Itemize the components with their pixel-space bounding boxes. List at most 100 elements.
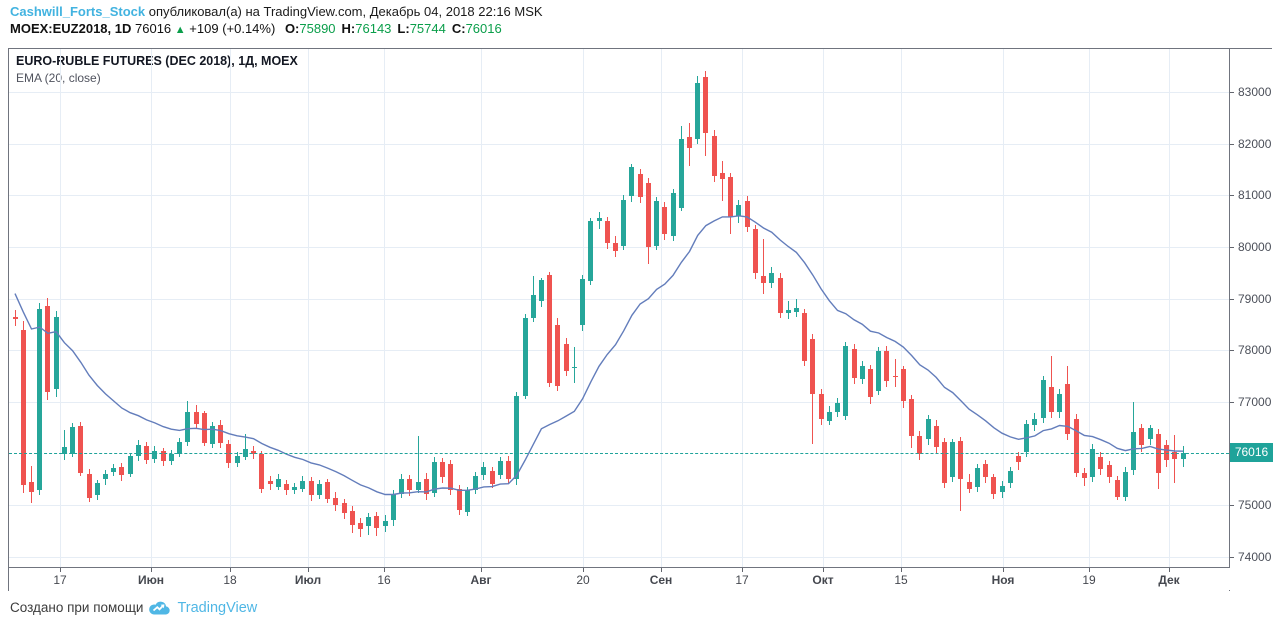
candle — [292, 487, 298, 490]
candle — [522, 318, 528, 396]
candle — [1122, 471, 1128, 498]
candle — [530, 294, 536, 319]
candle — [366, 516, 372, 526]
candle — [950, 442, 956, 478]
candle — [94, 483, 100, 495]
x-axis-label: Ноя — [991, 573, 1015, 587]
candle — [884, 350, 890, 381]
candle — [966, 482, 972, 489]
candle — [933, 425, 939, 448]
x-axis-tick — [1089, 568, 1090, 572]
candle — [127, 456, 133, 475]
candle — [777, 277, 783, 313]
price-label-badge: 76016 — [1230, 443, 1273, 463]
price-line — [9, 452, 1229, 454]
candle-wick — [721, 161, 723, 201]
candle — [876, 350, 882, 391]
candle — [119, 466, 125, 476]
candle — [1131, 432, 1137, 471]
candle — [785, 309, 791, 313]
gridline-h — [9, 92, 1229, 93]
indicator-label: EMA (20, close) — [16, 71, 101, 85]
tradingview-logo-icon — [148, 599, 172, 616]
candle — [621, 199, 627, 246]
x-axis-tick — [901, 568, 902, 572]
candle — [637, 174, 643, 198]
candle — [20, 329, 26, 485]
candle — [415, 482, 421, 490]
candle — [654, 201, 660, 246]
y-axis-tick — [1230, 298, 1234, 300]
gridline-h — [9, 557, 1229, 558]
candle — [752, 229, 758, 273]
x-axis-label: 16 — [377, 573, 391, 587]
candle — [514, 395, 520, 480]
tradingview-link[interactable]: TradingView — [177, 599, 258, 616]
ohlc-label: C: — [451, 21, 466, 36]
x-axis-tick — [230, 568, 231, 572]
candle — [983, 464, 989, 478]
y-axis-tick — [1230, 143, 1234, 145]
ohlc-values: O:75890 H:76143 L:75744 C:76016 — [279, 21, 502, 36]
candle — [168, 453, 174, 462]
candle — [275, 479, 281, 487]
chart-widget: EURO-RUBLE FUTURES (DEC 2018), 1Д, MOEX … — [8, 48, 1273, 592]
candle — [538, 279, 544, 301]
x-axis-label: Авг — [470, 573, 492, 587]
author-link[interactable]: Cashwill_Forts_Stock — [10, 4, 146, 19]
x-axis-label: 17 — [53, 573, 67, 587]
created-with-text: Создано при помощи — [10, 600, 144, 615]
up-arrow-icon: ▲ — [174, 24, 186, 36]
candle — [596, 218, 602, 222]
candle — [769, 272, 775, 283]
y-axis-tick — [1230, 505, 1234, 507]
candle — [604, 221, 610, 243]
candle — [818, 394, 824, 420]
y-axis-label: 82000 — [1238, 136, 1272, 151]
last-price: 76016 — [135, 21, 172, 36]
candle — [761, 275, 766, 283]
candle — [489, 470, 495, 484]
candle — [29, 482, 34, 493]
candle — [942, 442, 947, 483]
gridline-v — [1169, 49, 1170, 567]
gridline-h — [9, 247, 1229, 248]
candle — [613, 242, 618, 252]
y-axis-label: 81000 — [1238, 188, 1272, 203]
candle — [1032, 418, 1038, 426]
candle — [645, 183, 651, 248]
candle-wick — [763, 239, 764, 294]
ohlc-label: H: — [341, 21, 356, 36]
candle — [999, 485, 1005, 493]
candle — [432, 462, 437, 494]
ohlc-value: 76016 — [465, 21, 502, 36]
gridline-h — [9, 505, 1229, 507]
candle — [423, 479, 429, 494]
candle — [349, 510, 355, 525]
candle — [481, 467, 487, 476]
candle-wick — [63, 430, 65, 460]
symbol-name: MOEX:EUZ2018, 1D — [10, 21, 132, 36]
candle — [341, 502, 347, 514]
candle — [185, 412, 191, 443]
candle — [744, 200, 750, 227]
x-axis-tick — [823, 568, 824, 572]
ohlc-value: 76143 — [355, 21, 392, 36]
chart-plot-area: EURO-RUBLE FUTURES (DEC 2018), 1Д, MOEX … — [9, 49, 1230, 568]
gridline-v — [230, 49, 231, 567]
candle — [867, 369, 873, 398]
candle — [1007, 471, 1013, 484]
candle — [555, 324, 561, 386]
candle — [53, 316, 59, 390]
attribution-footer: Создано при помощи TradingView — [10, 599, 257, 616]
gridline-h — [9, 298, 1229, 300]
x-axis-label: 18 — [223, 573, 237, 587]
candle — [1081, 473, 1087, 479]
gridline-v — [151, 49, 152, 567]
candle — [629, 167, 635, 196]
candle — [810, 339, 816, 395]
candle — [325, 482, 331, 499]
y-axis-label: 80000 — [1238, 240, 1272, 254]
gridline-v — [481, 49, 482, 567]
candle — [234, 455, 240, 464]
